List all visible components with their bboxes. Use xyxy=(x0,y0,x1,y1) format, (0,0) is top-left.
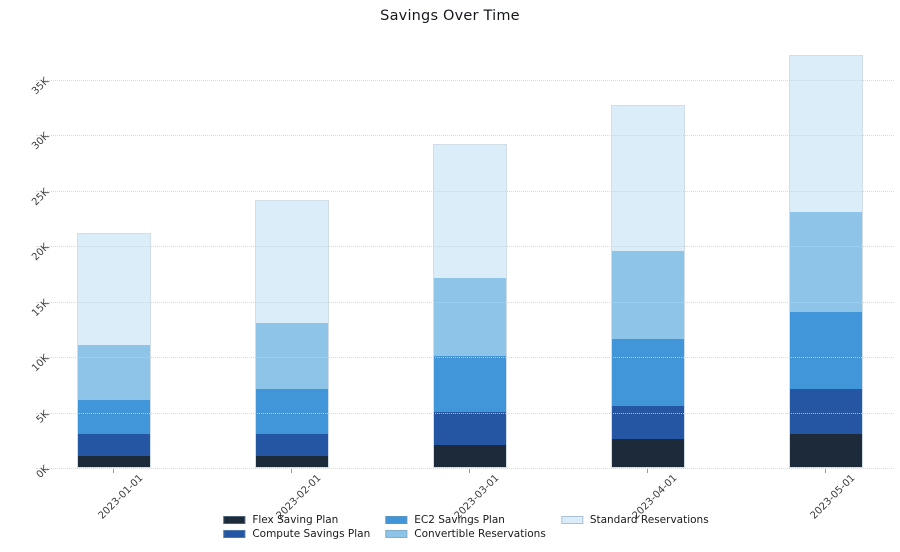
x-axis-tick-label: 2023-05-01 xyxy=(808,472,858,522)
bar-segment xyxy=(77,400,150,434)
bar-segment xyxy=(77,344,150,401)
x-axis-tick xyxy=(646,469,648,473)
bar-segment xyxy=(433,278,506,357)
bar-segment xyxy=(611,250,684,340)
bar-segment xyxy=(255,200,328,323)
bar-segment xyxy=(433,356,506,412)
legend-label: EC2 Savings Plan xyxy=(414,514,505,527)
y-axis-tick-label: 30K xyxy=(30,130,52,153)
bar-segment xyxy=(77,233,150,345)
y-axis-tick-label: 5K xyxy=(34,408,52,426)
legend-swatch-icon xyxy=(223,516,246,525)
bar-segment xyxy=(790,211,862,312)
legend-swatch-icon xyxy=(223,529,246,538)
bar-2023-04-01 xyxy=(610,105,685,468)
y-axis-tick-label: 15K xyxy=(30,297,52,319)
bar-segment xyxy=(255,455,328,467)
x-axis-tick xyxy=(468,469,470,473)
bar-segment xyxy=(790,56,862,212)
y-axis-tick-label: 20K xyxy=(30,241,52,264)
legend-item: EC2 Savings Plan xyxy=(385,514,546,527)
legend-item: Standard Reservations xyxy=(560,514,709,527)
legend-label: Standard Reservations xyxy=(589,514,709,527)
y-axis-tick-label: 25K xyxy=(30,186,52,208)
x-axis-tick xyxy=(112,469,114,473)
legend-swatch-icon xyxy=(385,529,408,538)
bar-segment xyxy=(255,433,328,456)
bar-segment xyxy=(77,455,150,467)
bar-2023-03-01 xyxy=(432,144,507,468)
x-axis-tick xyxy=(290,469,292,473)
bar-segment xyxy=(790,311,862,390)
x-axis-tick xyxy=(825,469,826,473)
legend-item: Convertible Reservations xyxy=(385,528,546,541)
bar-segment xyxy=(611,106,684,251)
bar-2023-02-01 xyxy=(254,199,329,468)
y-axis-tick-label: 0K xyxy=(34,463,52,481)
y-axis-tick-label: 10K xyxy=(30,352,52,375)
legend-item: Compute Savings Plan xyxy=(223,528,370,541)
bar-segment xyxy=(433,444,506,467)
bar-2023-01-01 xyxy=(76,232,151,468)
legend-label: Convertible Reservations xyxy=(414,527,546,540)
gridline-0K xyxy=(36,468,894,469)
bar-segment xyxy=(790,389,862,434)
bar-segment xyxy=(790,433,862,467)
x-axis-tick-label: 2023-01-01 xyxy=(96,472,145,522)
bar-segment xyxy=(433,145,506,279)
bar-segment xyxy=(77,433,150,456)
legend-swatch-icon xyxy=(385,516,408,525)
legend-label: Flex Saving Plan xyxy=(252,514,339,527)
bar-segment xyxy=(433,411,506,445)
gridline-35K xyxy=(36,79,894,81)
legend-swatch-icon xyxy=(560,516,583,525)
legend: Flex Saving Plan Compute Savings Plan EC2 … xyxy=(223,514,709,540)
legend-column: Flex Saving Plan Compute Savings Plan xyxy=(223,514,370,540)
bar-segment xyxy=(255,389,328,434)
bar-segment xyxy=(611,339,684,406)
legend-column: Standard Reservations xyxy=(560,514,709,527)
y-axis-tick-label: 35K xyxy=(30,75,52,97)
bar-segment xyxy=(611,439,684,467)
bar-segment xyxy=(611,405,684,440)
legend-item: Flex Saving Plan xyxy=(223,514,370,527)
bar-2023-05-01 xyxy=(789,55,863,468)
legend-column: EC2 Savings Plan Convertible Reservations xyxy=(385,514,546,540)
gridline-30K xyxy=(36,135,894,136)
chart-title: Savings Over Time xyxy=(380,8,520,24)
legend-label: Compute Savings Plan xyxy=(252,527,371,540)
bar-segment xyxy=(255,322,328,390)
